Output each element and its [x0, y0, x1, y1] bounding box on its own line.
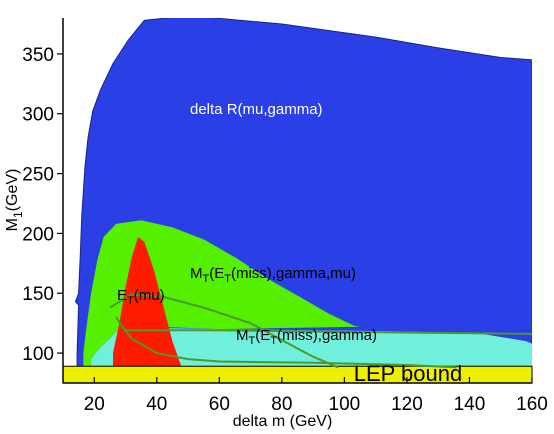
- chart-axes: 20 40 60 80 100 120 140 160 100 150 200 250 300 350 de…: [4, 18, 548, 430]
- label-lep-bound: LEP bound: [354, 361, 462, 386]
- x-axis-label: delta m (GeV): [233, 413, 333, 430]
- label-mt-gamma-mu-part-1: M: [190, 265, 203, 282]
- label-mt-gamma-mu-part-3: (E: [209, 265, 224, 282]
- chart-regions: [74, 18, 532, 368]
- y-axis-label-sub: 1: [11, 211, 25, 218]
- contour-line-3: [125, 329, 532, 335]
- y-tick-label: 350: [22, 45, 54, 66]
- label-mt-gamma-mu: MT(ET(miss),gamma,mu): [190, 265, 356, 285]
- label-mt-gamma-mu-part-2: T: [203, 273, 210, 285]
- label-et-mu: ET(mu): [117, 287, 165, 307]
- region-et-mu: [113, 237, 182, 368]
- region-mt-gamma-mu: [83, 220, 361, 368]
- x-tick-label: 120: [391, 394, 423, 415]
- label-mt-gamma-part-1: M: [236, 327, 249, 344]
- label-mt-gamma: MT(ET(miss),gamma): [236, 327, 377, 347]
- y-axis-label-unit: (GeV): [4, 169, 21, 212]
- y-axis-label: M1(GeV): [4, 169, 25, 232]
- label-mt-gamma-part-3: (E: [255, 327, 270, 344]
- label-delta-r: delta R(mu,gamma): [190, 101, 323, 118]
- x-tick-label: 80: [271, 394, 292, 415]
- x-tick-label: 20: [84, 394, 105, 415]
- chart-labels: delta R(mu,gamma)MT(ET(miss),gamma,mu)MT…: [117, 101, 462, 386]
- label-mt-gamma-part-2: T: [249, 335, 256, 347]
- y-tick-label: 300: [22, 105, 54, 126]
- y-tick-label: 250: [22, 165, 54, 186]
- y-tick-label: 200: [22, 224, 54, 245]
- contour-lines: [109, 293, 532, 369]
- x-tick-label: 160: [516, 394, 548, 415]
- y-tick-label: 150: [22, 284, 54, 305]
- x-tick-label: 60: [209, 394, 230, 415]
- label-mt-gamma-mu-part-4: T: [224, 273, 231, 285]
- label-mt-gamma-part-5: (miss),gamma): [277, 327, 377, 344]
- label-mt-gamma-part-4: T: [270, 335, 277, 347]
- label-mt-gamma-mu-part-5: (miss),gamma,mu): [231, 265, 356, 282]
- x-tick-label: 100: [329, 394, 361, 415]
- label-et-mu-part-1: E: [117, 287, 127, 304]
- y-axis-label-main: M: [4, 218, 21, 231]
- y-tick-label: 100: [22, 344, 54, 365]
- x-tick-label: 40: [146, 394, 167, 415]
- x-tick-label: 140: [454, 394, 486, 415]
- label-et-mu-part-2: T: [127, 295, 134, 307]
- region-mt-gamma: [91, 328, 532, 368]
- label-et-mu-part-3: (mu): [134, 287, 165, 304]
- contour-line-1: [109, 293, 339, 369]
